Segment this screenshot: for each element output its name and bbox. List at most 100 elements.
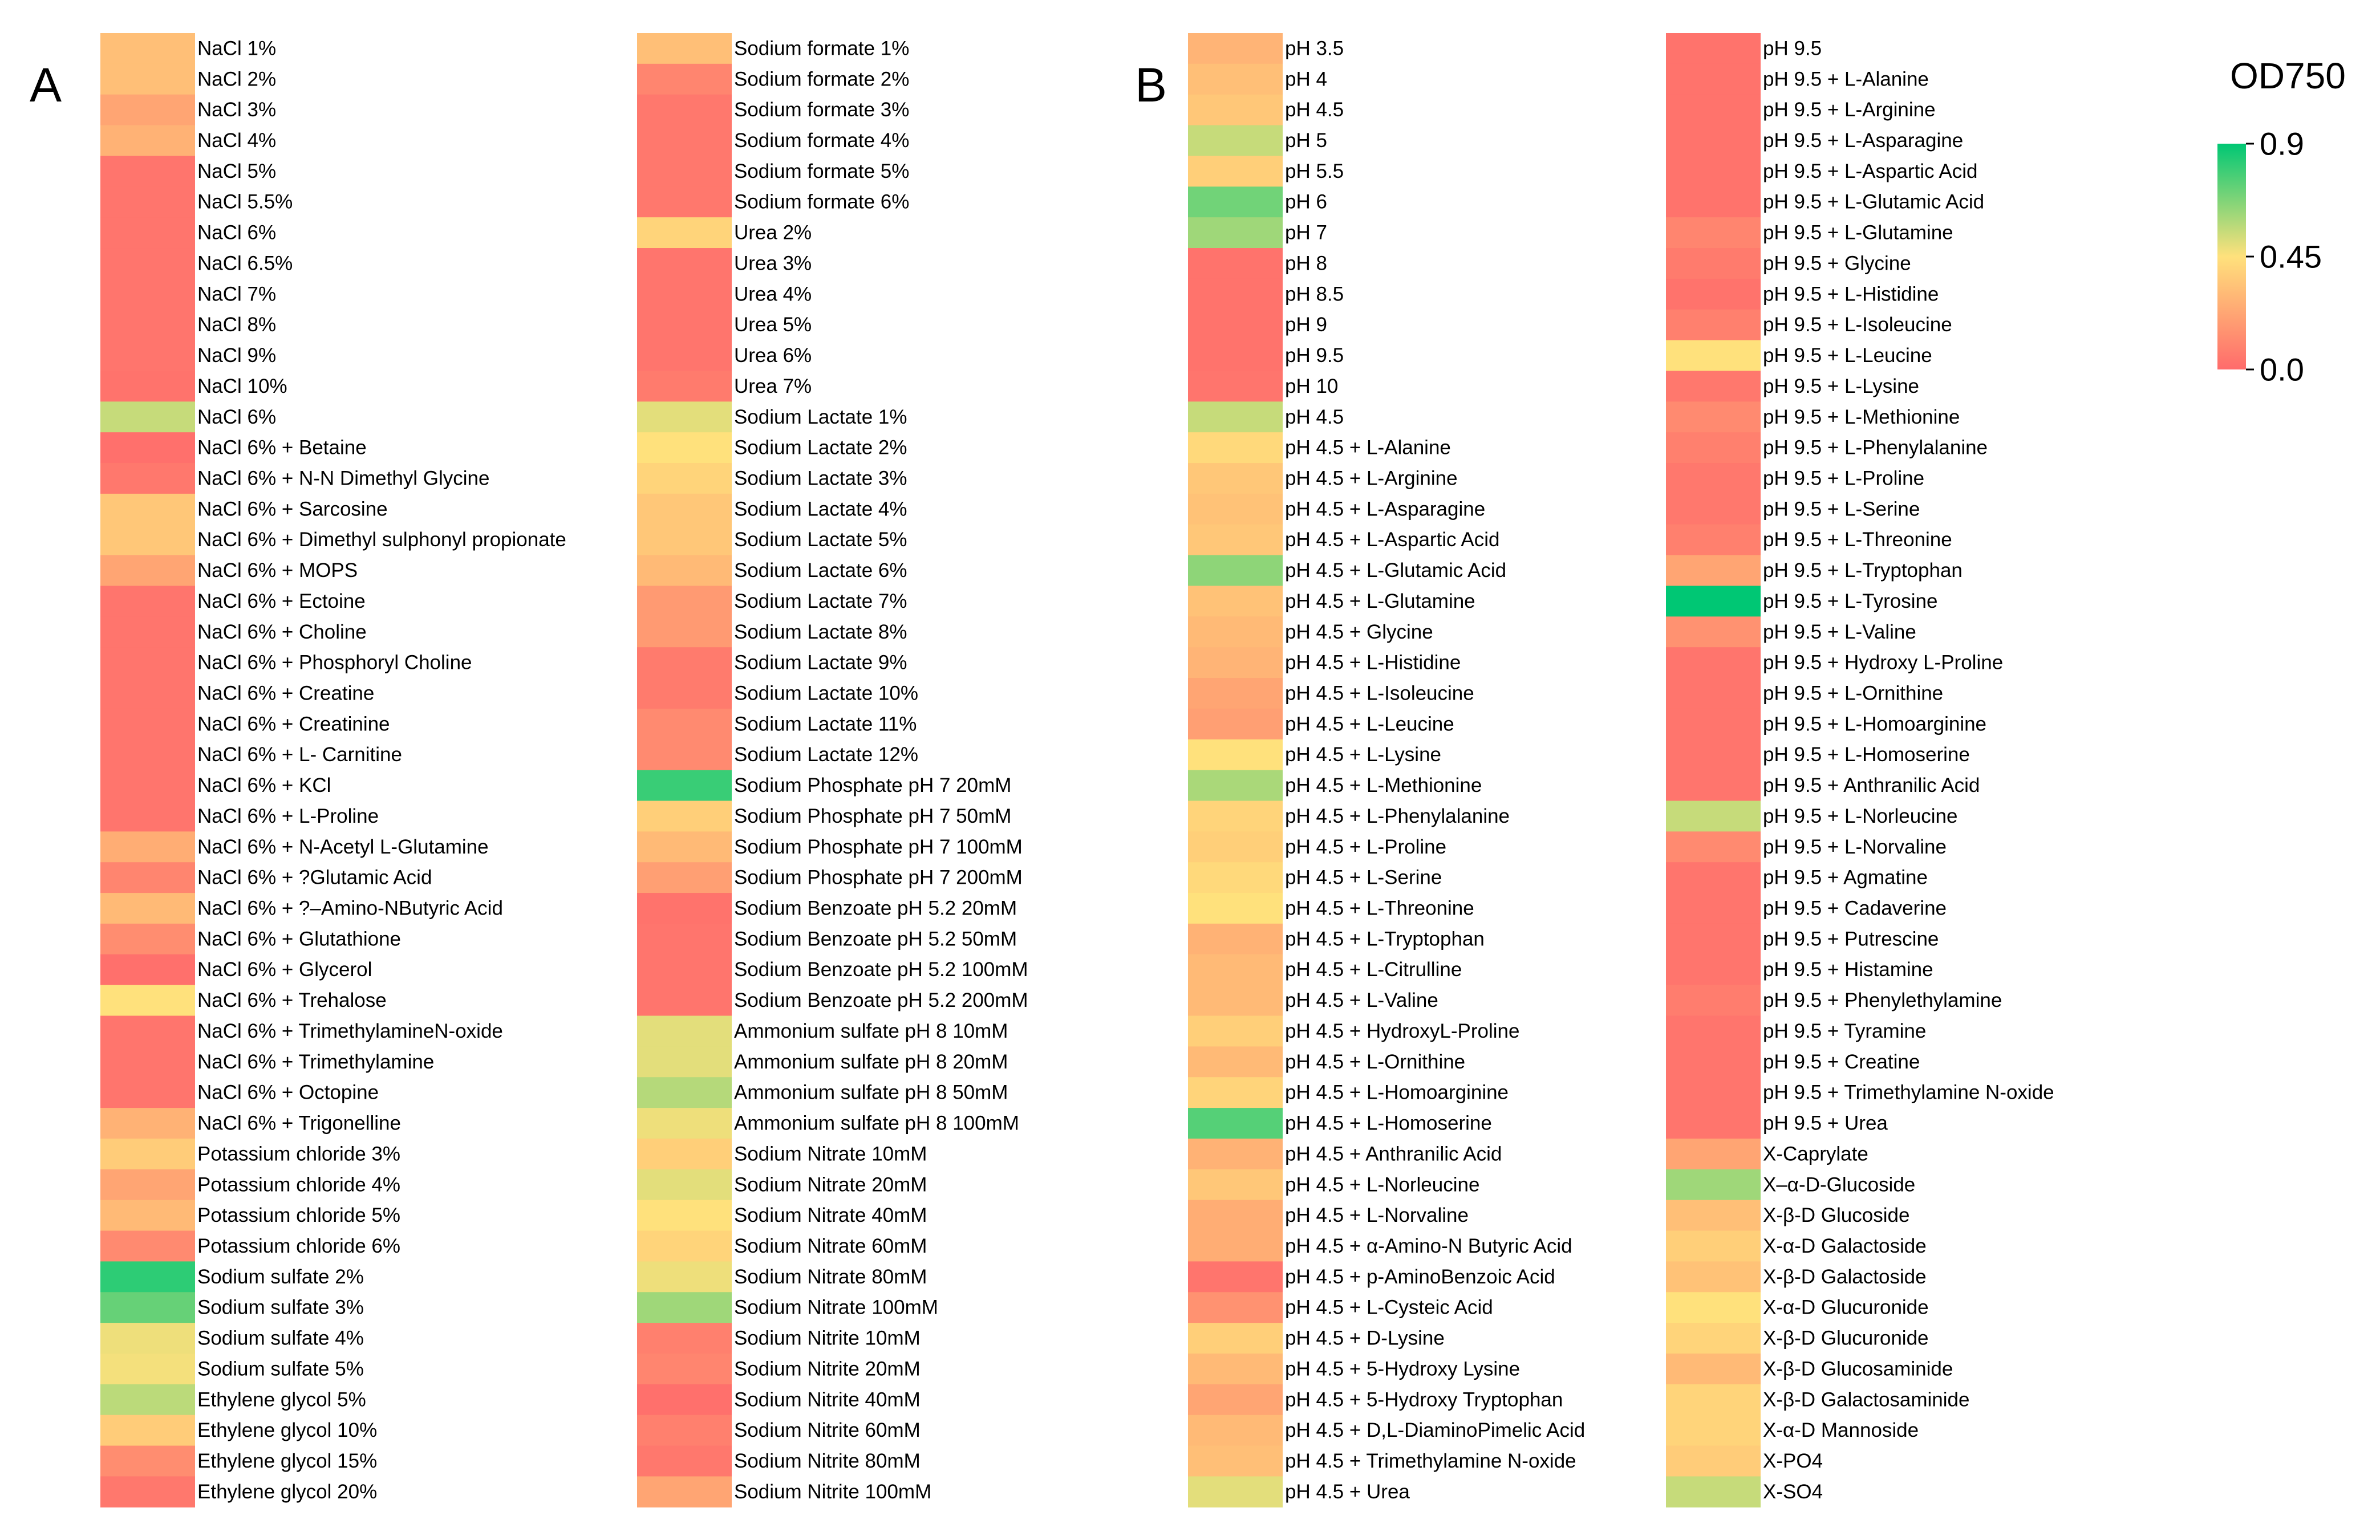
heatmap-cell-b2-44 bbox=[1666, 1353, 1761, 1385]
heatmap-cell-b1-2 bbox=[1188, 63, 1283, 95]
row-label-ph-4-5-l-isoleucine: pH 4.5 + L-Isoleucine bbox=[1285, 682, 1474, 704]
heatmap-cell-a2-43 bbox=[637, 1323, 732, 1354]
heatmap-cell-a2-36 bbox=[637, 1108, 732, 1139]
heatmap-cell-a2-26 bbox=[637, 801, 732, 832]
row-label-sodium-nitrite-80mm: Sodium Nitrite 80mM bbox=[734, 1450, 921, 1472]
heatmap-cell-b1-48 bbox=[1188, 1476, 1283, 1508]
heatmap-cell-a1-24 bbox=[100, 739, 195, 771]
row-label-potassium-chloride-6: Potassium chloride 6% bbox=[197, 1235, 400, 1257]
heatmap-cell-b2-36 bbox=[1666, 1108, 1761, 1139]
colorbar-tick-label: 0.45 bbox=[2260, 239, 2322, 275]
row-label-ph-4-5-l-arginine: pH 4.5 + L-Arginine bbox=[1285, 467, 1458, 489]
heatmap-cell-b1-20 bbox=[1188, 616, 1283, 648]
row-label-ph-4-5-d-lysine: pH 4.5 + D-Lysine bbox=[1285, 1327, 1445, 1350]
heatmap-cell-a1-1 bbox=[100, 33, 195, 64]
heatmap-cell-a2-40 bbox=[637, 1230, 732, 1262]
row-label-ph-4-5-l-cysteic-acid: pH 4.5 + L-Cysteic Acid bbox=[1285, 1297, 1493, 1319]
heatmap-cell-a2-37 bbox=[637, 1138, 732, 1170]
heatmap-cell-b1-29 bbox=[1188, 893, 1283, 924]
heatmap-cell-b2-41 bbox=[1666, 1261, 1761, 1293]
row-label-ethylene-glycol-20: Ethylene glycol 20% bbox=[197, 1481, 377, 1503]
row-label-ph-9-5-cadaverine: pH 9.5 + Cadaverine bbox=[1763, 897, 1947, 920]
row-label-ph-4-5-l-tryptophan: pH 4.5 + L-Tryptophan bbox=[1285, 928, 1485, 950]
row-label-ph-9-5-glycine: pH 9.5 + Glycine bbox=[1763, 252, 1911, 274]
row-label-ph-4: pH 4 bbox=[1285, 68, 1327, 90]
heatmap-cell-a1-11 bbox=[100, 340, 195, 372]
row-label-ph-9-5-l-homoarginine: pH 9.5 + L-Homoarginine bbox=[1763, 713, 1986, 735]
heatmap-cell-b2-32 bbox=[1666, 985, 1761, 1017]
heatmap-cell-b1-39 bbox=[1188, 1200, 1283, 1232]
row-label-ph-4-5-urea: pH 4.5 + Urea bbox=[1285, 1481, 1410, 1503]
row-label-x-d-mannoside: X-α-D Mannoside bbox=[1763, 1419, 1919, 1441]
heatmap-cell-a2-16 bbox=[637, 493, 732, 525]
heatmap-cell-b2-6 bbox=[1666, 186, 1761, 218]
row-label-ph-9-5-putrescine: pH 9.5 + Putrescine bbox=[1763, 928, 1939, 950]
heatmap-cell-a1-8 bbox=[100, 248, 195, 279]
row-label-sodium-benzoate-ph-5-2-50mm: Sodium Benzoate pH 5.2 50mM bbox=[734, 928, 1017, 950]
row-label-nacl-8: NaCl 8% bbox=[197, 314, 276, 336]
row-label-ph-4-5-l-aspartic-acid: pH 4.5 + L-Aspartic Acid bbox=[1285, 529, 1499, 551]
heatmap-cell-b2-48 bbox=[1666, 1476, 1761, 1508]
panel-a-column-2: Sodium formate 1% Sodium formate 2% Sodium… bbox=[637, 33, 1028, 1508]
row-label-ph-9-5-trimethylamine-n-oxide: pH 9.5 + Trimethylamine N-oxide bbox=[1763, 1082, 2054, 1104]
heatmap-cell-b1-13 bbox=[1188, 401, 1283, 433]
row-label-x-po4: X-PO4 bbox=[1763, 1450, 1823, 1472]
heatmap-cell-a2-15 bbox=[637, 463, 732, 494]
heatmap-cell-b1-26 bbox=[1188, 801, 1283, 832]
heatmap-cell-b1-7 bbox=[1188, 217, 1283, 249]
row-label-nacl-7: NaCl 7% bbox=[197, 283, 276, 305]
heatmap-cell-b1-33 bbox=[1188, 1015, 1283, 1047]
heatmap-cell-b1-31 bbox=[1188, 954, 1283, 986]
heatmap-cell-a2-45 bbox=[637, 1384, 732, 1416]
row-label-nacl-6-n-acetyl-l-glutamine: NaCl 6% + N-Acetyl L-Glutamine bbox=[197, 836, 489, 858]
heatmap-cell-b1-21 bbox=[1188, 647, 1283, 678]
row-label-x-d-galactosaminide: X-β-D Galactosaminide bbox=[1763, 1388, 1969, 1411]
row-label-sodium-benzoate-ph-5-2-100mm: Sodium Benzoate pH 5.2 100mM bbox=[734, 958, 1028, 981]
row-label-sodium-formate-6: Sodium formate 6% bbox=[734, 191, 909, 213]
row-label-ph-9-5-l-serine: pH 9.5 + L-Serine bbox=[1763, 498, 1920, 520]
row-label-x-d-glucoside: X–α-D-Glucoside bbox=[1763, 1173, 1915, 1196]
heatmap-cell-b2-24 bbox=[1666, 739, 1761, 771]
row-label-ph-4-5: pH 4.5 bbox=[1285, 99, 1344, 121]
heatmap-cell-b1-37 bbox=[1188, 1138, 1283, 1170]
row-label-sodium-benzoate-ph-5-2-20mm: Sodium Benzoate pH 5.2 20mM bbox=[734, 897, 1017, 920]
row-label-ph-4-5-l-ornithine: pH 4.5 + L-Ornithine bbox=[1285, 1051, 1465, 1073]
heatmap-cell-a2-13 bbox=[637, 401, 732, 433]
heatmap-cell-a2-10 bbox=[637, 309, 732, 341]
heatmap-cell-b1-3 bbox=[1188, 94, 1283, 126]
heatmap-cell-b2-5 bbox=[1666, 156, 1761, 187]
row-label-sodium-nitrite-40mm: Sodium Nitrite 40mM bbox=[734, 1388, 921, 1411]
heatmap-cell-a1-19 bbox=[100, 586, 195, 617]
row-label-sodium-lactate-9: Sodium Lactate 9% bbox=[734, 652, 907, 674]
row-label-sodium-sulfate-4: Sodium sulfate 4% bbox=[197, 1327, 364, 1350]
heatmap-cell-b2-40 bbox=[1666, 1230, 1761, 1262]
row-label-sodium-sulfate-2: Sodium sulfate 2% bbox=[197, 1266, 364, 1288]
colorbar-gradient bbox=[2217, 144, 2246, 369]
heatmap-cell-a1-26 bbox=[100, 801, 195, 832]
row-label-sodium-phosphate-ph-7-200mm: Sodium Phosphate pH 7 200mM bbox=[734, 867, 1023, 889]
row-label-x-d-glucosaminide: X-β-D Glucosaminide bbox=[1763, 1358, 1953, 1380]
heatmap-cell-a1-21 bbox=[100, 647, 195, 678]
row-label-ph-9-5-l-tryptophan: pH 9.5 + L-Tryptophan bbox=[1763, 559, 1963, 582]
heatmap-cell-a1-33 bbox=[100, 1015, 195, 1047]
row-label-sodium-lactate-1: Sodium Lactate 1% bbox=[734, 406, 907, 428]
row-label-ph-9-5-l-glutamic-acid: pH 9.5 + L-Glutamic Acid bbox=[1763, 191, 1984, 213]
heatmap-cell-b1-36 bbox=[1188, 1108, 1283, 1139]
heatmap-cell-a1-27 bbox=[100, 831, 195, 863]
heatmap-cell-b2-8 bbox=[1666, 248, 1761, 279]
heatmap-cell-a2-9 bbox=[637, 278, 732, 310]
colorbar-tick-label: 0.0 bbox=[2260, 352, 2304, 388]
row-label-ph-4-5-l-homoserine: pH 4.5 + L-Homoserine bbox=[1285, 1112, 1492, 1135]
heatmap-cell-a1-23 bbox=[100, 708, 195, 740]
heatmap-cell-b2-45 bbox=[1666, 1384, 1761, 1416]
row-label-sodium-nitrite-60mm: Sodium Nitrite 60mM bbox=[734, 1419, 921, 1441]
row-label-ph-4-5-l-glutamic-acid: pH 4.5 + L-Glutamic Acid bbox=[1285, 559, 1506, 582]
heatmap-cell-b1-16 bbox=[1188, 493, 1283, 525]
heatmap-cell-a1-22 bbox=[100, 678, 195, 709]
row-label-ph-4-5-l-citrulline: pH 4.5 + L-Citrulline bbox=[1285, 958, 1462, 981]
row-label-nacl-6-trimethylaminen-oxide: NaCl 6% + TrimethylamineN-oxide bbox=[197, 1020, 503, 1042]
row-label-ph-4-5-l-serine: pH 4.5 + L-Serine bbox=[1285, 867, 1442, 889]
heatmap-cell-a2-5 bbox=[637, 156, 732, 187]
row-label-nacl-6-creatinine: NaCl 6% + Creatinine bbox=[197, 713, 390, 735]
row-label-nacl-9: NaCl 9% bbox=[197, 344, 276, 367]
